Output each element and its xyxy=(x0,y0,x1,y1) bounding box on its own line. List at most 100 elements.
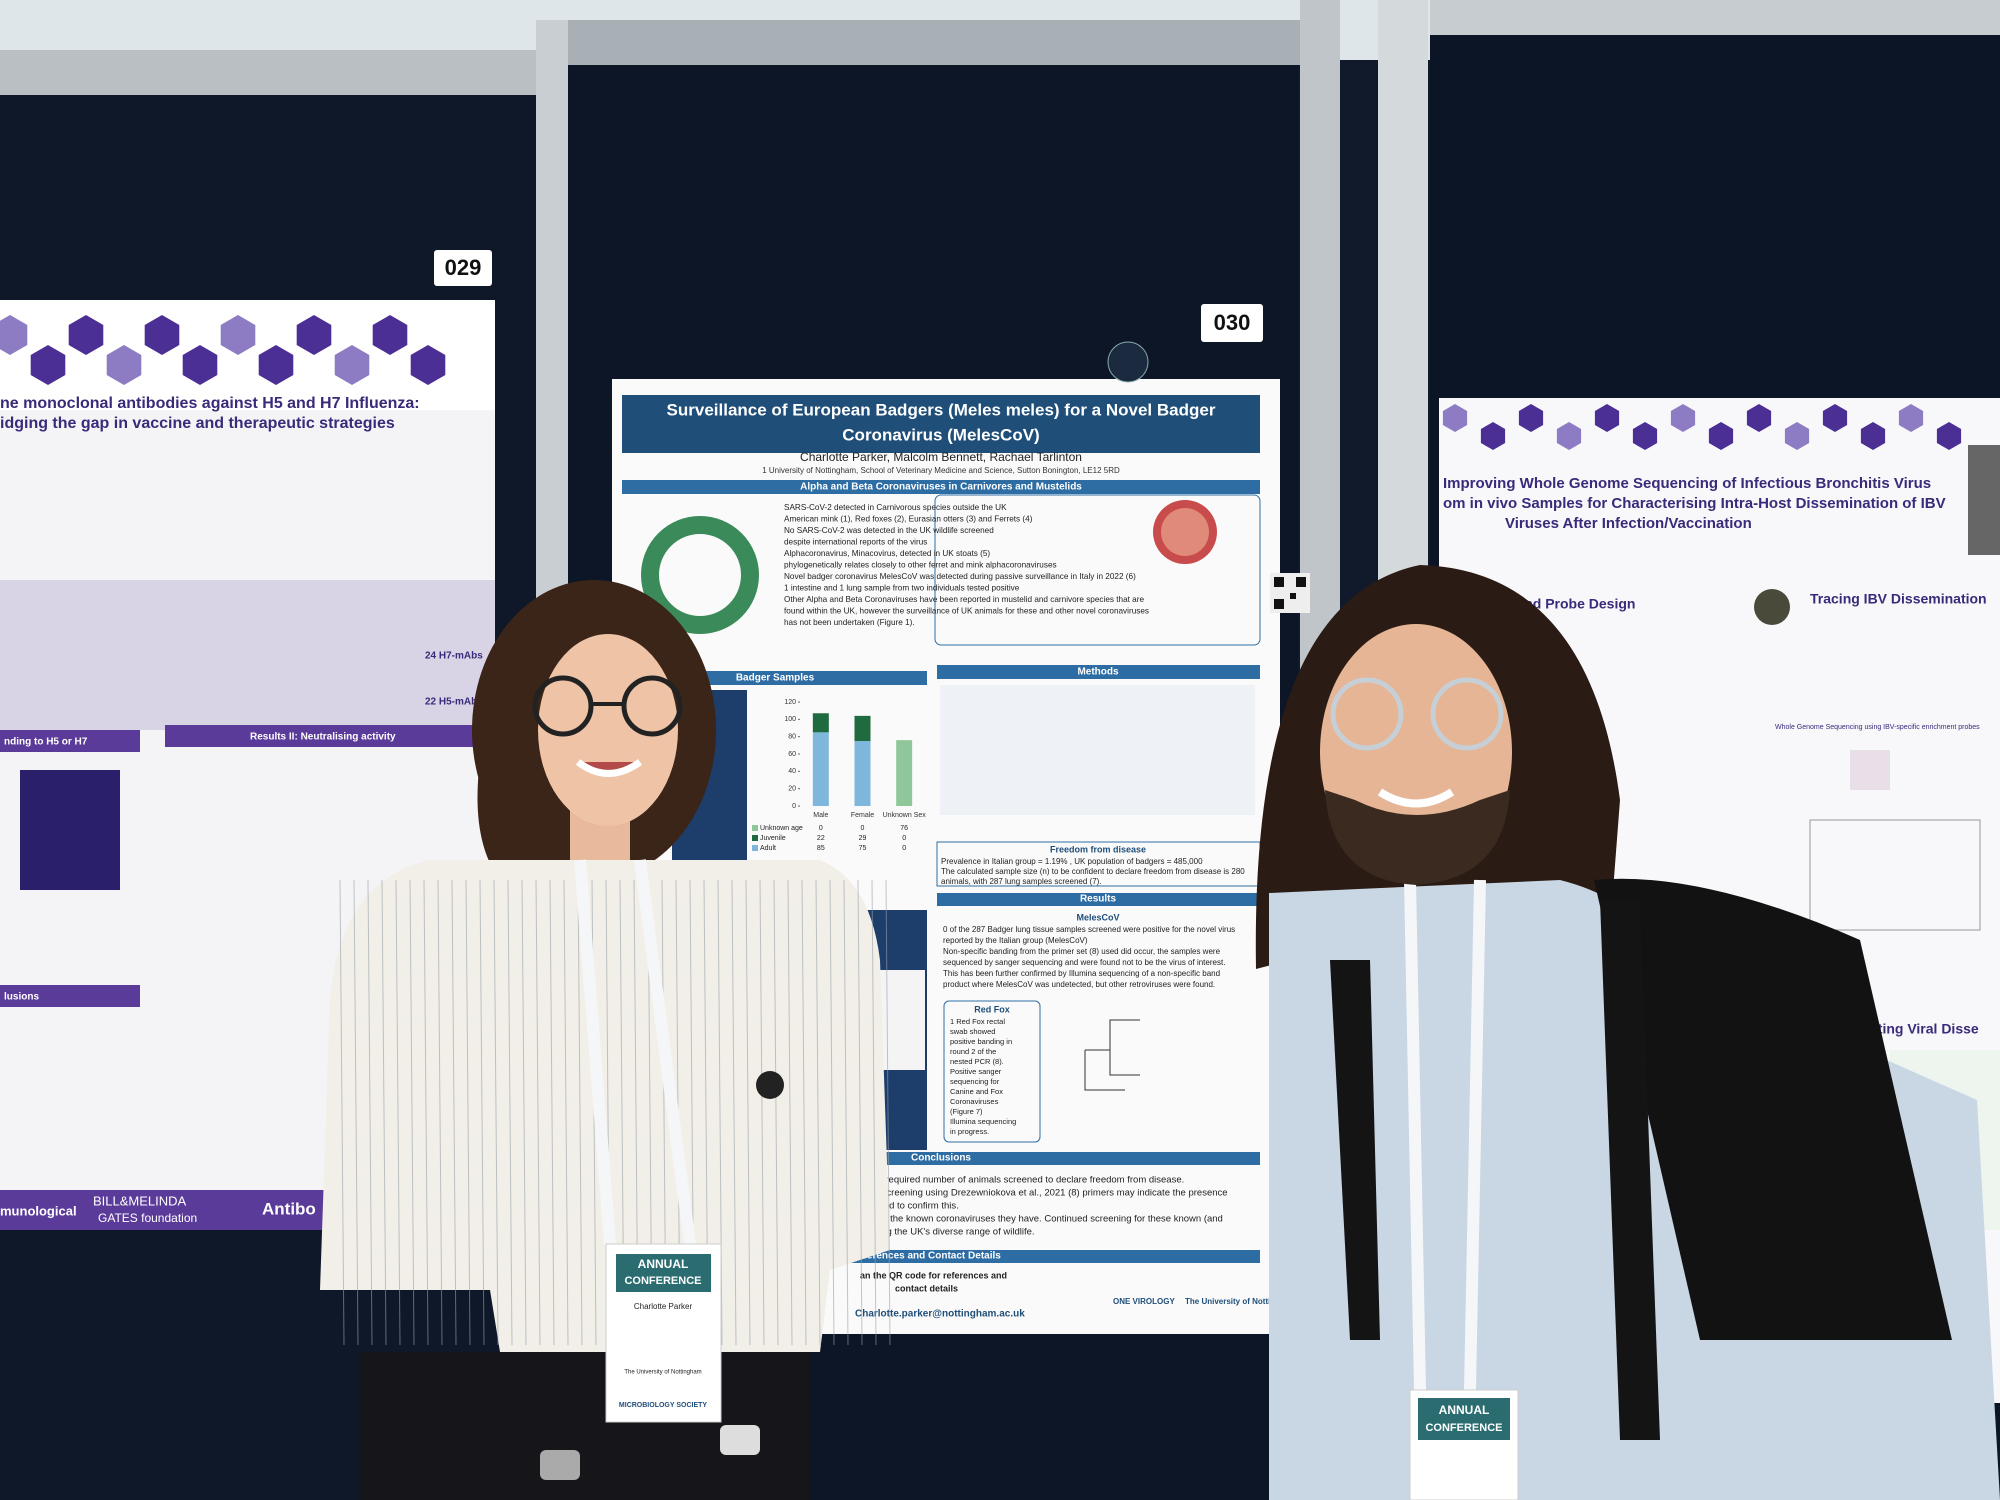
lanyard xyxy=(574,859,696,1245)
bar-segment xyxy=(854,741,871,806)
section-heading: Alpha and Beta Coronaviruses in Carnivor… xyxy=(800,482,1082,493)
text-line: The calculated sample size (n) to be con… xyxy=(941,867,1245,876)
qr-text: an the QR code for references and xyxy=(860,1270,1007,1280)
board-top-frame xyxy=(560,20,1300,65)
scatter-figure xyxy=(1809,819,1981,931)
figure-caption: Whole Genome Sequencing using IBV-specif… xyxy=(1775,724,1980,731)
poster-number-plate xyxy=(1201,304,1263,342)
table-value: 85 xyxy=(817,845,825,852)
figure xyxy=(1850,750,1890,790)
section-bar xyxy=(0,985,140,1007)
photo-inset xyxy=(1968,445,2000,555)
affiliation: 1 University of Nottingham, School of Ve… xyxy=(762,466,1120,475)
table-value: 0 xyxy=(861,825,865,832)
hair xyxy=(477,760,560,880)
sticker xyxy=(1107,341,1149,383)
text-line: SARS-CoV-2 detected in Carnivorous speci… xyxy=(784,503,1007,512)
text-line: in progress. xyxy=(950,1127,989,1136)
hexagon xyxy=(410,345,446,385)
text-line: Coronaviruses xyxy=(950,1097,999,1106)
stripe xyxy=(521,879,527,1346)
hexagon xyxy=(1746,404,1772,432)
stripe xyxy=(815,879,821,1346)
poster-title: Surveillance of European Badgers (Meles … xyxy=(667,400,1216,419)
person-man: ANNUAL CONFERENCE xyxy=(1255,565,2000,1500)
text-line: sequencing for xyxy=(950,1077,1000,1086)
text-line: swab showed xyxy=(950,1027,995,1036)
section-heading: Methods xyxy=(1077,667,1119,678)
poster-title: om in vivo Samples for Characterising In… xyxy=(1443,495,1946,512)
stripe xyxy=(451,879,457,1346)
y-tick-label: 80 xyxy=(788,734,796,741)
qr-text: contact details xyxy=(895,1283,958,1293)
poster-title: ne monoclonal antibodies against H5 and … xyxy=(0,395,420,412)
hexagon xyxy=(1480,422,1506,450)
poster-title: Coronavirus (MelesCoV) xyxy=(842,425,1039,444)
stripe xyxy=(535,879,541,1346)
section-bar xyxy=(937,665,1260,679)
section-bar xyxy=(165,725,490,747)
board-top-frame xyxy=(1430,0,2000,35)
stripe xyxy=(465,879,471,1346)
hexagon xyxy=(1822,404,1848,432)
stripe xyxy=(479,879,485,1346)
text-line: No SARS-CoV-2 was detected in the UK wil… xyxy=(784,526,994,535)
backpack xyxy=(1594,878,1952,1340)
section-bar xyxy=(0,730,140,752)
legend-label: Adult xyxy=(760,845,776,852)
stripe xyxy=(745,879,751,1346)
lanyard xyxy=(1404,879,1486,1391)
section-heading: eferences and Contact Details xyxy=(858,1251,1001,1262)
stripe xyxy=(493,879,499,1346)
text-line: managing the UK's diverse range of wildl… xyxy=(850,1227,1035,1238)
poster-title: Improving Whole Genome Sequencing of Inf… xyxy=(1443,475,1931,492)
donut-figure xyxy=(641,516,759,634)
hexagon xyxy=(1784,422,1810,450)
legend-swatch xyxy=(752,835,758,841)
stripe xyxy=(549,879,555,1346)
hexagon-row xyxy=(0,315,446,385)
text-block: 0 of the 287 Badger lung tissue samples … xyxy=(943,925,1235,989)
hexagon xyxy=(1632,422,1658,450)
hexagon xyxy=(334,345,370,385)
table-value: 0 xyxy=(902,835,906,842)
stripe xyxy=(409,879,415,1346)
smile xyxy=(1377,788,1455,808)
hexagon xyxy=(296,315,332,355)
text-box xyxy=(934,494,1261,646)
table-value: 0 xyxy=(902,845,906,852)
text-line: Positive sanger xyxy=(950,1067,1002,1076)
shirt-logo xyxy=(756,1071,784,1099)
section-bar xyxy=(622,480,1260,494)
legend-label: Unknown age xyxy=(760,825,803,832)
legend-swatch xyxy=(752,845,758,851)
text-line: with the required number of animals scre… xyxy=(849,1175,1184,1186)
x-tick-label: Male xyxy=(813,812,828,819)
text-line: Illumina sequencing xyxy=(950,1117,1016,1126)
table-value: 0 xyxy=(819,825,823,832)
text-line: round 2 of the xyxy=(950,1047,996,1056)
y-tick-label: 120 xyxy=(784,699,796,706)
text-line: 1 Red Fox rectal xyxy=(950,1017,1005,1026)
text-line: (Figure 7) xyxy=(950,1107,983,1116)
hexagon xyxy=(1442,404,1468,432)
bar-segment xyxy=(896,740,913,806)
section-heading: Tracing IBV Dissemination xyxy=(1810,591,1987,607)
badge-text: Charlotte Parker xyxy=(634,1302,693,1311)
section-heading: Results II: Neutralising activity xyxy=(250,732,396,743)
stripe xyxy=(857,879,863,1346)
hexagon xyxy=(144,315,180,355)
section-heading: Freedom from disease xyxy=(1050,844,1146,854)
text-line: rnivore screening using Drezewniokova et… xyxy=(850,1188,1228,1199)
hexagon xyxy=(372,315,408,355)
heatmap xyxy=(20,770,120,890)
virus-illustration xyxy=(1754,589,1790,625)
hexagon xyxy=(0,315,28,355)
x-tick-label: Unknown Sex xyxy=(883,812,927,819)
text-box xyxy=(943,1000,1041,1143)
face xyxy=(538,634,678,826)
text-line: reported by the Italian group (MelesCoV) xyxy=(943,936,1088,945)
poster-title: idging the gap in vaccine and therapeuti… xyxy=(0,415,395,432)
poster-title: Viruses After Infection/Vaccination xyxy=(1505,515,1752,532)
badge-text: CONFERENCE xyxy=(1425,1422,1502,1434)
